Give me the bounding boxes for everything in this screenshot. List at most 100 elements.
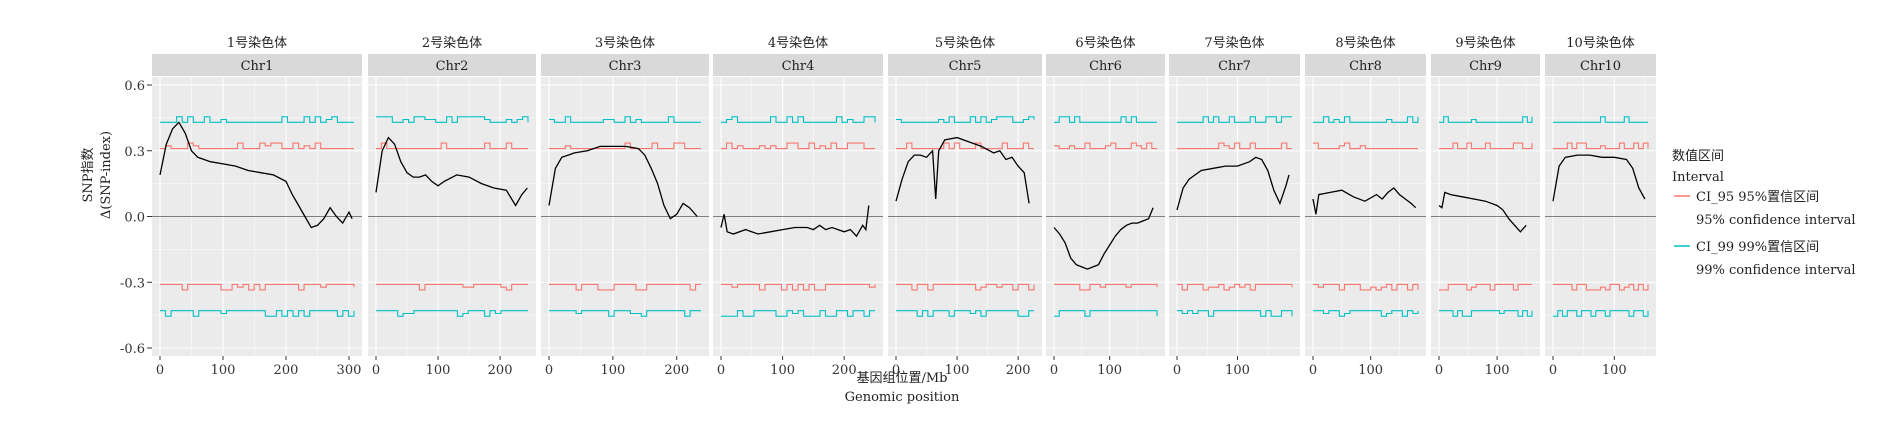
delta-snp-index-line bbox=[159, 121, 353, 229]
x-tick-label: 0 bbox=[1309, 363, 1317, 378]
ci95-lower-line bbox=[1553, 283, 1649, 291]
x-axis-title-en: Genomic position bbox=[845, 390, 960, 405]
legend-sub-ci95: 95% confidence interval bbox=[1696, 213, 1856, 228]
ci95-lower-line bbox=[896, 283, 1035, 291]
ci95-upper-line bbox=[896, 142, 1034, 150]
x-tick-label: 200 bbox=[274, 363, 299, 378]
ci95-upper-line bbox=[1054, 142, 1157, 150]
legend-sub-ci99: 99% confidence interval bbox=[1696, 263, 1856, 278]
delta-snp-index-line bbox=[548, 145, 698, 220]
ci99-lower-line bbox=[1313, 310, 1419, 317]
panel-chr10: 10号染色体 Chr10 0 100 bbox=[1545, 35, 1656, 378]
panel-strip bbox=[1305, 54, 1426, 76]
x-tick-label: 0 bbox=[156, 363, 164, 378]
delta-snp-index-line bbox=[1552, 154, 1646, 202]
ci99-upper-line bbox=[549, 116, 701, 123]
ci95-upper-line bbox=[549, 142, 701, 150]
ci99-lower-line bbox=[160, 310, 355, 317]
delta-snp-index-line bbox=[895, 136, 1030, 204]
panel-strip-label: Chr1 bbox=[241, 59, 274, 74]
x-tick-label: 0 bbox=[1173, 363, 1181, 378]
x-tick-label: 0 bbox=[1435, 363, 1443, 378]
panel-chr7: 7号染色体 Chr7 0 100 bbox=[1169, 35, 1300, 378]
x-tick-label: 100 bbox=[770, 363, 795, 378]
ci99-upper-line bbox=[721, 116, 876, 123]
x-tick-label: 100 bbox=[1358, 363, 1383, 378]
panel-strip bbox=[1431, 54, 1540, 76]
panel-title-cn: 9号染色体 bbox=[1455, 35, 1515, 51]
panel-strip-label: Chr8 bbox=[1349, 59, 1382, 74]
delta-snp-index-line bbox=[1176, 156, 1290, 211]
panel-title-cn: 8号染色体 bbox=[1335, 35, 1395, 51]
ci99-upper-line bbox=[1553, 116, 1648, 123]
ci99-upper-line bbox=[1439, 116, 1533, 123]
panel-chr8: 8号染色体 Chr8 0 100 bbox=[1305, 35, 1426, 378]
panel-strip-label: Chr10 bbox=[1580, 59, 1621, 74]
x-tick-label: 200 bbox=[1006, 363, 1031, 378]
x-tick-label: 100 bbox=[945, 363, 970, 378]
panel-chr5: 5号染色体 Chr5 0 100 200 bbox=[888, 35, 1042, 378]
ci95-upper-line bbox=[1177, 142, 1292, 150]
ci95-lower-line bbox=[1177, 283, 1293, 291]
y-axis-title-en: Δ(SNP-index) bbox=[99, 131, 114, 219]
x-tick-label: 100 bbox=[1602, 363, 1627, 378]
panel-strip bbox=[1169, 54, 1300, 76]
panel-title-cn: 2号染色体 bbox=[422, 35, 482, 51]
y-tick-label: 0.3 bbox=[124, 145, 145, 160]
y-tick-label: -0.6 bbox=[120, 342, 145, 357]
panel-strip bbox=[152, 54, 362, 76]
panel-title-cn: 10号染色体 bbox=[1566, 35, 1635, 51]
delta-snp-index-line bbox=[1053, 207, 1154, 270]
y-tick-label: -0.3 bbox=[120, 276, 145, 291]
ci99-lower-line bbox=[1054, 310, 1158, 317]
panel-chr9: 9号染色体 Chr9 0 100 bbox=[1431, 35, 1540, 378]
x-tick-label: 100 bbox=[211, 363, 236, 378]
ci95-upper-line bbox=[1553, 142, 1649, 150]
delta-snp-index-line bbox=[1438, 191, 1527, 233]
x-tick-label: 0 bbox=[892, 363, 900, 378]
panel-title-cn: 4号染色体 bbox=[768, 35, 828, 51]
panel-strip bbox=[713, 54, 883, 76]
ci95-lower-line bbox=[549, 283, 701, 291]
panel-strip-label: Chr9 bbox=[1469, 59, 1502, 74]
panel-strip bbox=[541, 54, 709, 76]
panel-title-cn: 5号染色体 bbox=[935, 35, 995, 51]
x-tick-label: 100 bbox=[1097, 363, 1122, 378]
y-axis-title-cn: SNP指数 bbox=[81, 147, 96, 202]
ci95-upper-line bbox=[376, 142, 528, 150]
panel-chr3: 3号染色体 Chr3 0 100 200 bbox=[541, 35, 709, 378]
panel-title-cn: 1号染色体 bbox=[227, 35, 287, 51]
ci99-lower-line bbox=[1177, 310, 1293, 317]
legend-title-cn: 数值区间 bbox=[1672, 148, 1724, 164]
x-tick-label: 200 bbox=[664, 363, 689, 378]
panel-strip-label: Chr6 bbox=[1089, 59, 1122, 74]
x-tick-label: 200 bbox=[488, 363, 513, 378]
panel-strip-label: Chr3 bbox=[609, 59, 642, 74]
ci99-lower-line bbox=[376, 310, 528, 317]
ci99-lower-line bbox=[721, 310, 875, 317]
x-tick-label: 0 bbox=[1549, 363, 1557, 378]
panel-chr1: 1号染色体 Chr1 0 100 200 300 bbox=[152, 35, 362, 378]
x-tick-label: 0 bbox=[545, 363, 553, 378]
panel-title-cn: 6号染色体 bbox=[1075, 35, 1135, 51]
x-tick-label: 0 bbox=[1050, 363, 1058, 378]
ci99-upper-line bbox=[1054, 116, 1157, 123]
ci95-upper-line bbox=[1439, 142, 1533, 150]
ci99-upper-line bbox=[376, 116, 529, 123]
ci99-lower-line bbox=[896, 310, 1034, 317]
ci99-lower-line bbox=[1553, 310, 1649, 317]
ci99-upper-line bbox=[160, 116, 354, 123]
delta-snp-index-line bbox=[720, 205, 870, 238]
panel-chr4: 4号染色体 Chr4 0 100 200 bbox=[713, 35, 883, 378]
x-tick-label: 0 bbox=[372, 363, 380, 378]
panel-strip bbox=[368, 54, 536, 76]
ci95-lower-line bbox=[721, 283, 876, 291]
legend-label-ci95: CI_95 95%置信区间 bbox=[1696, 190, 1819, 205]
ci99-upper-line bbox=[1313, 116, 1419, 123]
x-tick-label: 0 bbox=[717, 363, 725, 378]
panel-strip-label: Chr2 bbox=[436, 59, 469, 74]
legend-title-en: Interval bbox=[1672, 170, 1724, 185]
x-tick-label: 100 bbox=[1485, 363, 1510, 378]
x-tick-label: 100 bbox=[600, 363, 625, 378]
